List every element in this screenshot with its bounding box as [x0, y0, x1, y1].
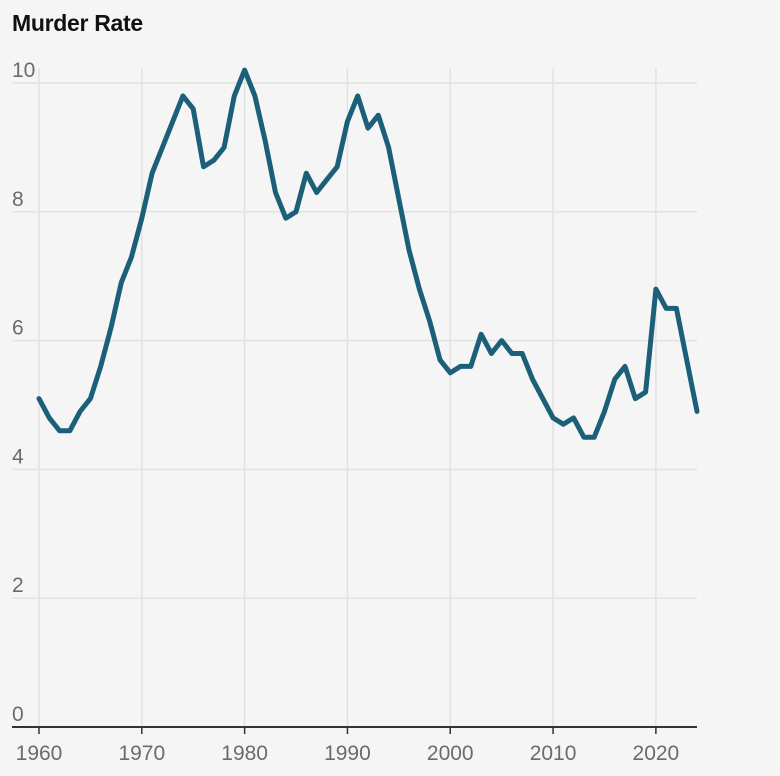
x-tick-label: 2000	[427, 742, 474, 765]
x-tick-label: 1970	[118, 742, 165, 765]
y-tick-label: 0	[12, 703, 24, 726]
series-line	[36, 67, 700, 440]
x-tick-label: 1980	[221, 742, 268, 765]
x-tick-label: 2010	[530, 742, 577, 765]
y-tick-label: 4	[12, 445, 24, 468]
x-tick-label: 1960	[16, 742, 63, 765]
chart-title: Murder Rate	[12, 10, 143, 36]
y-tick-label: 2	[12, 574, 24, 597]
x-tick-label: 2020	[633, 742, 680, 765]
y-tick-label: 8	[12, 188, 24, 211]
y-tick-label: 6	[12, 317, 24, 340]
x-tick-label: 1990	[324, 742, 371, 765]
y-tick-label: 10	[12, 59, 35, 82]
